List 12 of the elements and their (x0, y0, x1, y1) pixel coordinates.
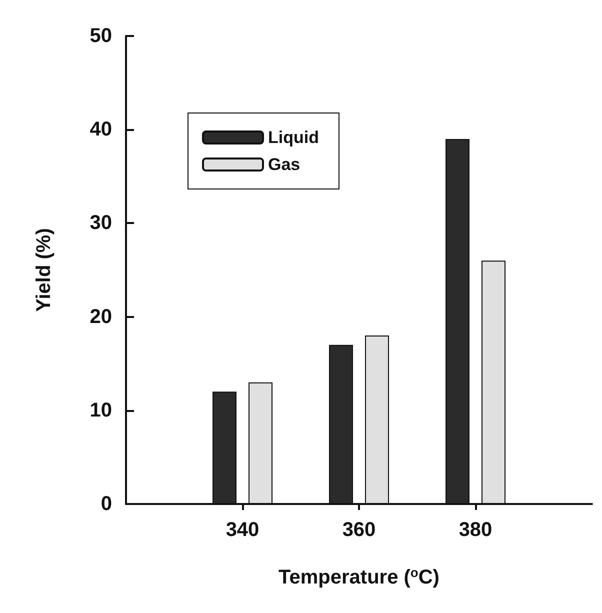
y-axis-title: Yield (%) (33, 228, 55, 312)
y-tick-label: 50 (90, 25, 112, 47)
legend-label: Liquid (268, 128, 319, 147)
x-tick-label: 380 (458, 519, 492, 541)
x-tick-label: 340 (226, 519, 260, 541)
y-tick-label: 0 (100, 493, 112, 515)
legend-label: Gas (268, 155, 300, 174)
y-tick-label: 20 (90, 306, 112, 328)
y-tick-label: 30 (90, 212, 112, 234)
y-tick-label: 10 (90, 399, 112, 422)
y-tick-label: 40 (90, 118, 112, 141)
x-tick-label: 360 (342, 519, 376, 541)
